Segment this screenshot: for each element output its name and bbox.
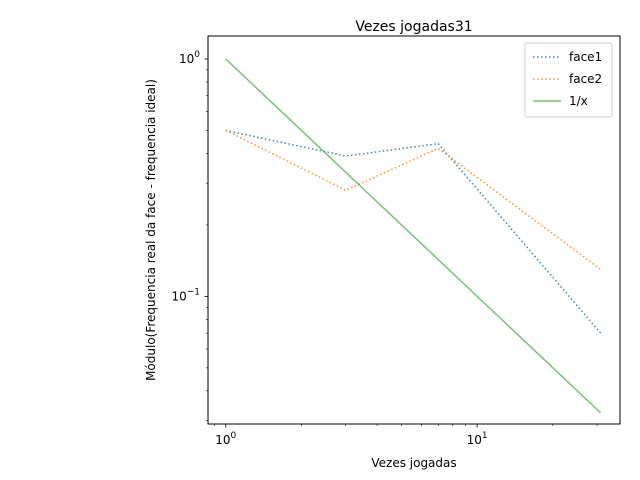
plot-area: [225, 58, 602, 414]
chart-title: Vezes jogadas31: [355, 19, 472, 35]
series-line-3: [225, 58, 602, 414]
y-tick-label: 100: [179, 50, 200, 66]
plot-frame: [207, 35, 621, 425]
legend-label: 1/x: [569, 94, 588, 108]
series-line-2: [225, 129, 602, 270]
x-tick-label: 100: [215, 431, 236, 447]
x-axis: 100 101: [213, 424, 598, 447]
legend-label: face2: [569, 72, 602, 86]
y-axis-label: Módulo(Frequencia real da face - frequen…: [144, 79, 158, 381]
x-tick-label: 101: [467, 431, 488, 447]
legend-box: [524, 42, 613, 118]
y-tick-label: 10−1: [171, 287, 200, 303]
series-line-1: [225, 129, 602, 334]
y-axis: 10−1 100: [171, 50, 208, 421]
legend: face1 face2 1/x: [524, 42, 613, 118]
legend-label: face1: [569, 50, 602, 64]
x-axis-label: Vezes jogadas: [371, 456, 456, 470]
